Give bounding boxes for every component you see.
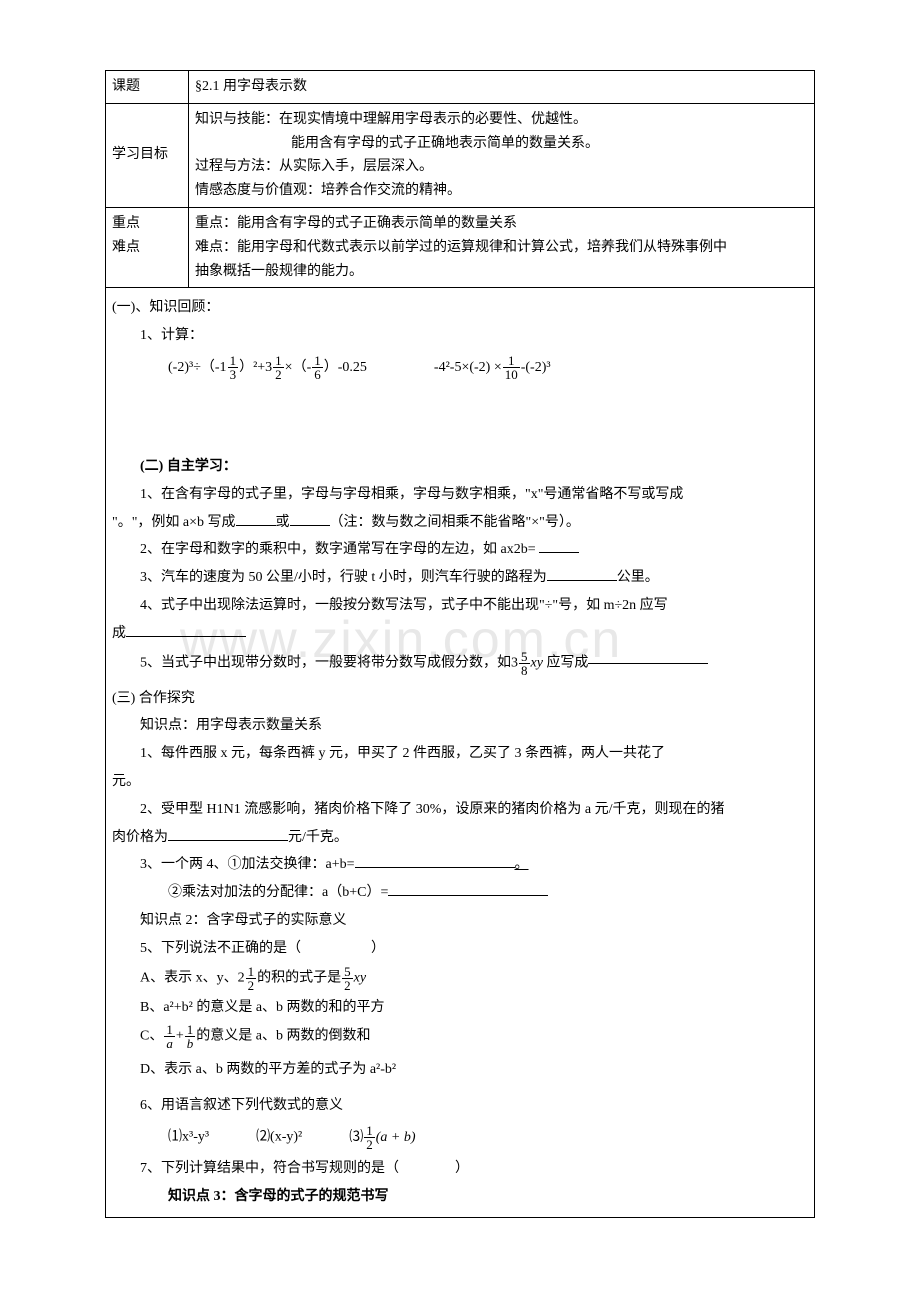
s3-kp1: 知识点：用字母表示数量关系 [112,714,808,738]
blank [547,580,617,581]
diff-label: 难点 [112,236,182,260]
section-1-title: (一)、知识回顾： [112,296,808,320]
topic-value: §2.1 用字母表示数 [189,71,815,104]
s3-q5: 5、下列说法不正确的是（ ） [112,937,808,961]
s3-q1-cont: 元。 [112,770,808,794]
kd-line: 难点：能用字母和代数式表示以前学过的运算规律和计算公式，培养我们从特殊事例中 [195,236,808,260]
blank [236,525,276,526]
lesson-table: 课题 §2.1 用字母表示数 学习目标 知识与技能：在现实情境中理解用字母表示的… [105,70,815,1218]
section-2-title: (二) 自主学习： [112,455,808,479]
s3-q6-items: ⑴x³-y³ ⑵(x-y)² ⑶12(a + b) [112,1124,808,1151]
blank [290,525,330,526]
keydiff-content: 重点：能用含有字母的式子正确表示简单的数量关系 难点：能用字母和代数式表示以前学… [189,207,815,287]
s2-q1-cont: "。"，例如 a×b 写成或（注：数与数之间相乘不能省略"×"号）。 [112,511,808,535]
blank [539,552,579,553]
s2-q4-cont: 成 [112,622,808,646]
topic-label: 课题 [106,71,189,104]
s3-q3: 3、一个两 4、①加法交换律：a+b=。 [112,853,808,877]
s2-q1: 1、在含有字母的式子里，字母与字母相乘，字母与数字相乘，"x"号通常省略不写或写… [112,483,808,507]
blank [355,867,515,868]
goal-content: 知识与技能：在现实情境中理解用字母表示的必要性、优越性。 能用含有字母的式子正确… [189,103,815,207]
s3-q7: 7、下列计算结果中，符合书写规则的是（ ） [112,1157,808,1181]
s2-q2: 2、在字母和数字的乘积中，数字通常写在字母的左边，如 ax2b= [112,538,808,562]
s3-kp3: 知识点 3：含字母的式子的规范书写 [112,1185,808,1209]
s3-q3b: ②乘法对加法的分配律：a（b+C）= [112,881,808,905]
goal-line: 情感态度与价值观：培养合作交流的精神。 [195,179,808,203]
s2-q3: 3、汽车的速度为 50 公里/小时，行驶 t 小时，则汽车行驶的路程为公里。 [112,566,808,590]
goal-line: 过程与方法：从实际入手，层层深入。 [195,155,808,179]
blank [588,663,708,664]
s1-calc-label: 1、计算： [112,324,808,348]
s3-q5-B: B、a²+b² 的意义是 a、b 两数的和的平方 [112,996,808,1020]
goal-line: 能用含有字母的式子正确地表示简单的数量关系。 [195,132,808,156]
expr1: (-2)³÷（-113）²+312×（-16）-0.25 [168,360,370,375]
keydiff-label: 重点 难点 [106,207,189,287]
s3-kp2: 知识点 2：含字母式子的实际意义 [112,909,808,933]
blank [388,895,548,896]
kd-line: 重点：能用含有字母的式子正确表示简单的数量关系 [195,212,808,236]
q6-2: ⑵(x-y)² [256,1130,302,1145]
q6-3: ⑶12(a + b) [349,1130,415,1145]
kd-line: 抽象概括一般规律的能力。 [195,260,808,284]
goal-label: 学习目标 [106,103,189,207]
s1-expressions: (-2)³÷（-113）²+312×（-16）-0.25 -4²-5×(-2) … [112,354,808,381]
section-3-title: (三) 合作探究 [112,687,808,711]
key-label: 重点 [112,212,182,236]
s3-q1: 1、每件西服 x 元，每条西裤 y 元，甲买了 2 件西服，乙买了 3 条西裤，… [112,742,808,766]
s3-q2-cont: 肉价格为元/千克。 [112,826,808,850]
s3-q5-A: A、表示 x、y、212的积的式子是52xy [112,965,808,992]
lesson-body: (一)、知识回顾： 1、计算： (-2)³÷（-113）²+312×（-16）-… [106,288,815,1217]
s3-q2: 2、受甲型 H1N1 流感影响，猪肉价格下降了 30%，设原来的猪肉价格为 a … [112,798,808,822]
s2-q4: 4、式子中出现除法运算时，一般按分数写法写，式子中不能出现"÷"号，如 m÷2n… [112,594,808,618]
expr2: -4²-5×(-2) ×110-(-2)³ [434,360,551,375]
s2-q5: 5、当式子中出现带分数时，一般要将带分数写成假分数，如358xy 应写成 [112,650,808,677]
blank [126,636,246,637]
s3-q5-D: D、表示 a、b 两数的平方差的式子为 a²-b² [112,1058,808,1082]
s3-q6: 6、用语言叙述下列代数式的意义 [112,1094,808,1118]
s3-q5-C: C、1a+1b的意义是 a、b 两数的倒数和 [112,1023,808,1050]
goal-line: 知识与技能：在现实情境中理解用字母表示的必要性、优越性。 [195,108,808,132]
q6-1: ⑴x³-y³ [168,1130,209,1145]
blank [168,840,288,841]
